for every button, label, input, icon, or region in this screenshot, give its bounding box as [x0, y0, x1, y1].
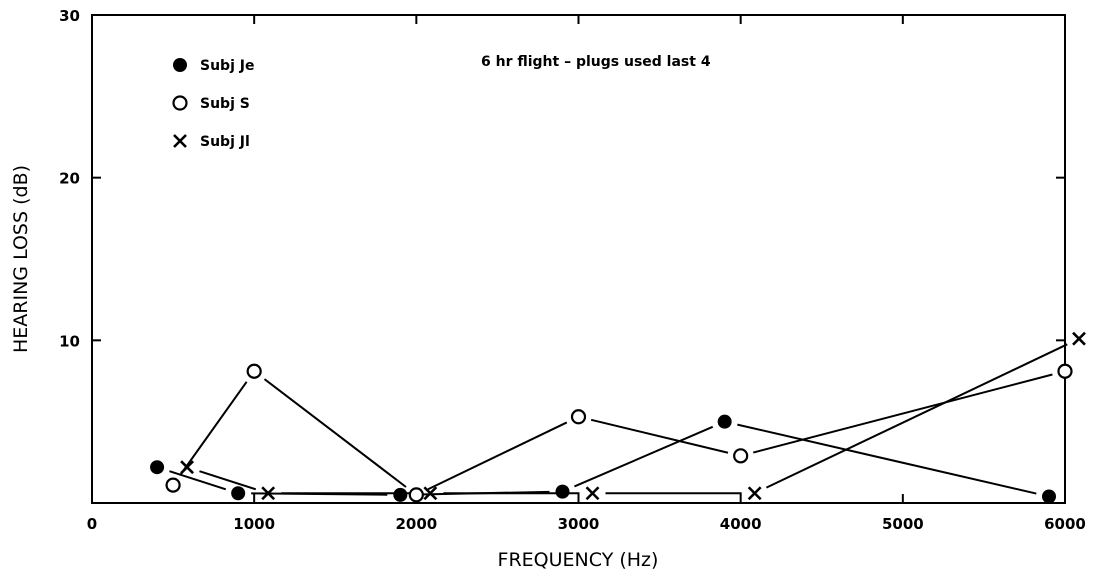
series-segment [574, 425, 714, 488]
data-point [1072, 331, 1086, 346]
data-point [180, 460, 195, 475]
legend-marker [173, 134, 187, 148]
x-tick-label: 4000 [720, 515, 762, 533]
plot-frame [91, 14, 1066, 504]
series-segment [752, 373, 1053, 454]
x-tick-label: 0 [87, 515, 97, 533]
data-point [1057, 363, 1073, 379]
series-lines [169, 343, 1068, 496]
data-point [585, 486, 600, 501]
x-marker-stroke [423, 486, 438, 501]
x-tick-label: 1000 [233, 515, 275, 533]
data-point [747, 486, 762, 501]
series-segment [199, 470, 257, 491]
data-point [555, 484, 570, 499]
series-segment [169, 470, 227, 491]
legend: Subj Je Subj S Subj Jl [172, 58, 254, 150]
chart-annotation: 6 hr flight – plugs used last 4 [481, 54, 711, 70]
x-marker-stroke [261, 486, 276, 501]
data-point [150, 460, 165, 475]
x-marker-stroke [585, 486, 600, 501]
x-marker-stroke [747, 486, 762, 501]
data-markers [150, 331, 1086, 504]
legend-label: Subj Je [200, 58, 254, 74]
axis-tick-labels: 0 1000 2000 3000 4000 5000 6000 10 20 30 [59, 7, 1086, 533]
y-tick-label: 20 [59, 170, 80, 188]
data-point [423, 486, 438, 501]
legend-marker [172, 95, 188, 111]
data-point [570, 409, 587, 425]
x-tick-label: 6000 [1044, 515, 1086, 533]
data-point [717, 414, 732, 429]
series-segment [427, 421, 568, 491]
legend-marker [173, 58, 187, 72]
data-point [733, 448, 749, 464]
legend-label: Subj Jl [200, 134, 250, 150]
data-point [408, 487, 424, 503]
series-segment [179, 381, 248, 476]
series-segment [737, 423, 1037, 495]
x-tick-label: 5000 [882, 515, 924, 533]
legend-label: Subj S [200, 96, 250, 112]
series-segment [590, 418, 729, 454]
x-tick-label: 3000 [558, 515, 600, 533]
y-tick-label: 30 [59, 7, 80, 25]
data-point [246, 363, 262, 379]
x-marker-stroke [1072, 331, 1086, 346]
data-point [1042, 489, 1056, 504]
series-segment [765, 343, 1068, 489]
x-marker-stroke [173, 134, 187, 148]
series-segment [263, 378, 407, 488]
axis-ticks [91, 14, 1066, 503]
data-point [393, 487, 408, 502]
y-axis-title: HEARING LOSS (dB) [10, 165, 32, 353]
x-tick-label: 2000 [395, 515, 437, 533]
y-tick-label: 10 [59, 332, 80, 350]
data-point [165, 477, 181, 493]
data-point [261, 486, 276, 501]
data-point [231, 486, 246, 501]
x-marker-stroke [180, 460, 195, 475]
x-axis-title: FREQUENCY (Hz) [498, 549, 659, 571]
